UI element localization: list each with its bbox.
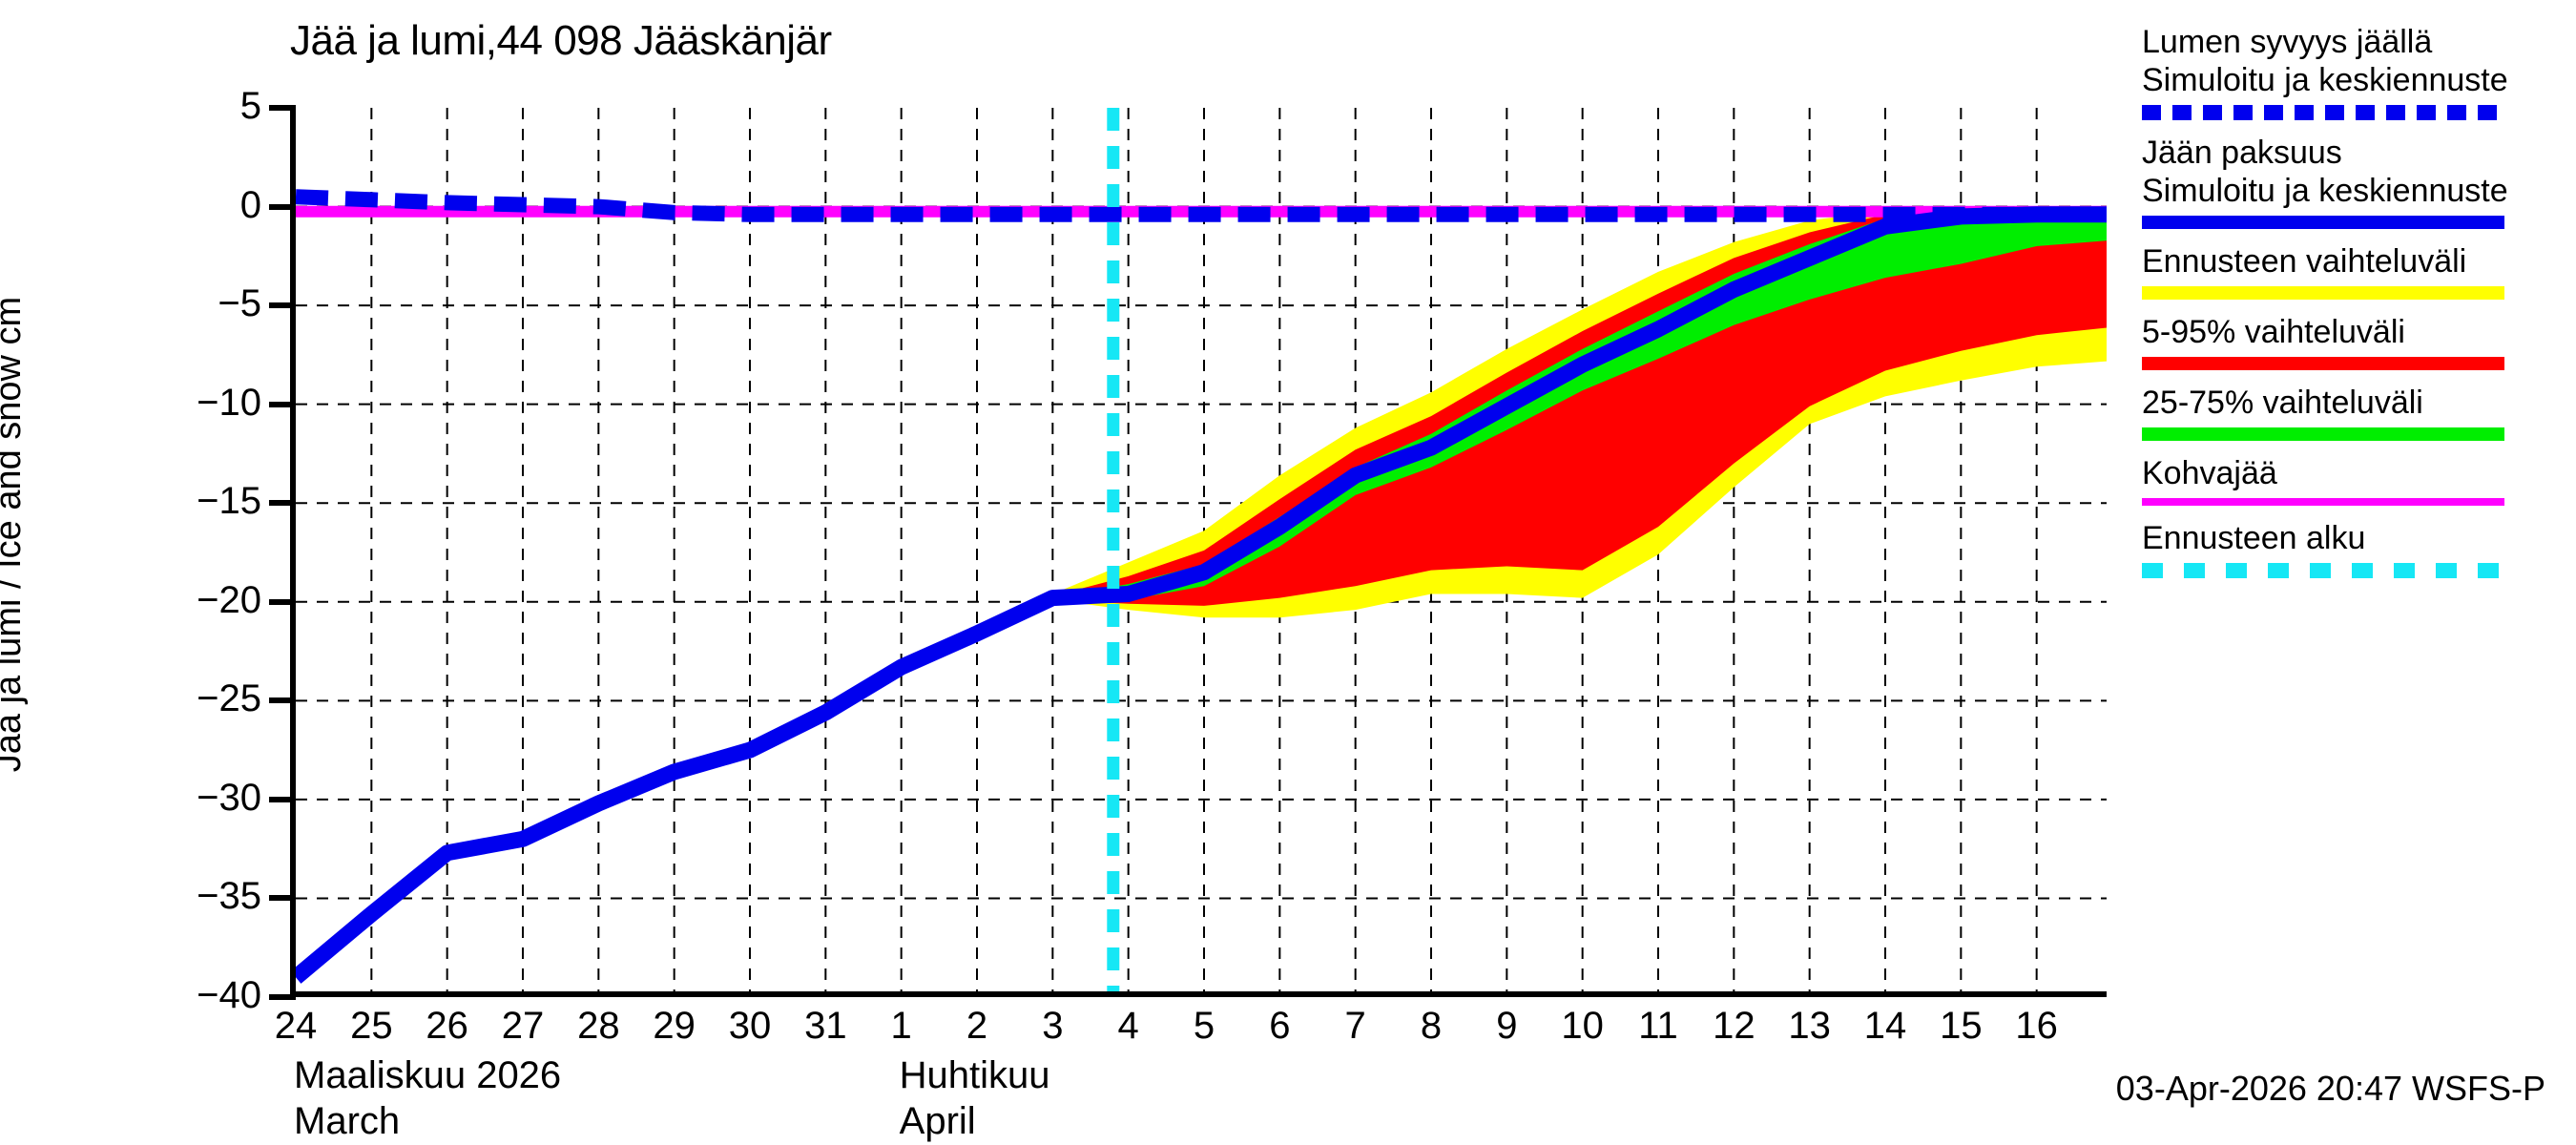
legend-swatch (2142, 216, 2504, 229)
legend-label: Ennusteen alku (2142, 520, 2366, 556)
snow-depth-line (296, 189, 2107, 222)
y-axis-tick-mark (269, 302, 296, 309)
x-axis-tick-label: 10 (1561, 1005, 1604, 1047)
legend-label: 5-95% vaihteluväli (2142, 314, 2405, 350)
x-axis-tick-label: 16 (2015, 1005, 2058, 1047)
x-axis-tick-label: 2 (966, 1005, 988, 1047)
legend-label: Ennusteen vaihteluväli (2142, 243, 2467, 280)
legend-item: Jään paksuus Simuloitu ja keskiennuste (2142, 134, 2562, 229)
legend-item: Lumen syvyys jäällä Simuloitu ja keskienn… (2142, 23, 2562, 120)
y-axis-tick-mark (269, 697, 296, 704)
month-right-en: April (899, 1100, 976, 1142)
y-axis-tick-label: −10 (197, 381, 261, 424)
legend-swatch (2142, 105, 2504, 120)
x-axis-tick-label: 5 (1193, 1005, 1215, 1047)
y-axis-tick-mark (269, 203, 296, 210)
band-ff0000 (1052, 212, 2107, 606)
legend-label: 25-75% vaihteluväli (2142, 385, 2423, 421)
x-axis-tick-label: 29 (653, 1005, 696, 1047)
y-axis-tick-mark (269, 500, 296, 507)
legend-label: Kohvajää (2142, 455, 2277, 491)
y-axis-tick-label: −30 (197, 776, 261, 819)
y-axis-tick-label: −20 (197, 578, 261, 621)
y-axis-tick-label: −5 (218, 282, 261, 325)
x-axis-tick-label: 27 (501, 1005, 545, 1047)
x-axis-tick-label: 28 (577, 1005, 620, 1047)
footer-timestamp: 03-Apr-2026 20:47 WSFS-P (2115, 1069, 2545, 1108)
month-right-fi: Huhtikuu (899, 1054, 1050, 1096)
legend-item: Ennusteen alku (2142, 519, 2562, 578)
y-axis-tick-label: −40 (197, 974, 261, 1016)
x-axis-tick-label: 4 (1117, 1005, 1139, 1047)
x-axis-tick-label: 7 (1344, 1005, 1366, 1047)
y-axis-label: Jää ja lumi / Ice and snow cm (0, 296, 29, 773)
y-axis-tick-mark (269, 598, 296, 605)
y-axis-tick-label: −25 (197, 677, 261, 720)
legend-item: Ennusteen vaihteluväli (2142, 242, 2562, 300)
legend-swatch (2142, 427, 2504, 441)
legend-item: 25-75% vaihteluväli (2142, 384, 2562, 441)
x-axis-month-right: Huhtikuu April (900, 1052, 1050, 1144)
legend-swatch (2142, 357, 2504, 370)
y-axis-tick-label: 0 (239, 183, 261, 226)
x-axis-month-left: Maaliskuu 2026 March (294, 1052, 561, 1144)
legend-label: Lumen syvyys jäällä (2142, 24, 2433, 60)
y-axis-tick-label: 5 (239, 85, 261, 127)
legend-item: Kohvajää (2142, 454, 2562, 506)
chart-plot-area (290, 108, 2107, 997)
legend-sublabel: Simuloitu ja keskiennuste (2142, 173, 2508, 209)
y-axis-tick-mark (269, 895, 296, 902)
y-axis-tick-mark (269, 796, 296, 802)
x-axis-tick-label: 24 (274, 1005, 318, 1047)
x-axis-tick-label: 3 (1042, 1005, 1064, 1047)
legend-swatch (2142, 498, 2504, 506)
chart-svg (296, 108, 2107, 991)
x-axis-tick-label: 8 (1420, 1005, 1443, 1047)
ice-thickness-line (296, 206, 2107, 984)
legend-item: 5-95% vaihteluväli (2142, 313, 2562, 370)
x-axis-tick-label: 11 (1638, 1005, 1678, 1047)
chart-legend: Lumen syvyys jäällä Simuloitu ja keskienn… (2142, 23, 2562, 592)
x-axis-tick-label: 15 (1940, 1005, 1983, 1047)
x-axis-tick-label: 13 (1788, 1005, 1831, 1047)
y-axis-tick-label: −35 (197, 875, 261, 918)
y-axis-tick-mark (269, 994, 296, 1000)
x-axis-tick-label: 12 (1713, 1005, 1755, 1047)
month-left-fi: Maaliskuu 2026 (294, 1054, 562, 1096)
legend-swatch (2142, 286, 2504, 300)
x-axis-tick-label: 9 (1496, 1005, 1518, 1047)
y-axis-tick-label: −15 (197, 480, 261, 523)
x-axis-tick-label: 25 (350, 1005, 393, 1047)
month-left-en: March (294, 1100, 401, 1142)
x-axis-tick-label: 14 (1863, 1005, 1907, 1047)
y-axis-tick-mark (269, 105, 296, 111)
x-axis-tick-label: 26 (426, 1005, 468, 1047)
page-title: Jää ja lumi,44 098 Jääskänjär (290, 17, 832, 64)
x-axis-tick-label: 31 (804, 1005, 847, 1047)
chart-canvas (296, 108, 2107, 991)
y-axis-tick-mark (269, 401, 296, 407)
x-axis-tick-label: 1 (890, 1005, 912, 1047)
x-axis-tick-label: 6 (1269, 1005, 1291, 1047)
legend-label: Jään paksuus (2142, 135, 2342, 171)
x-axis-tick-label: 30 (728, 1005, 772, 1047)
legend-swatch (2142, 563, 2504, 578)
legend-sublabel: Simuloitu ja keskiennuste (2142, 62, 2508, 98)
